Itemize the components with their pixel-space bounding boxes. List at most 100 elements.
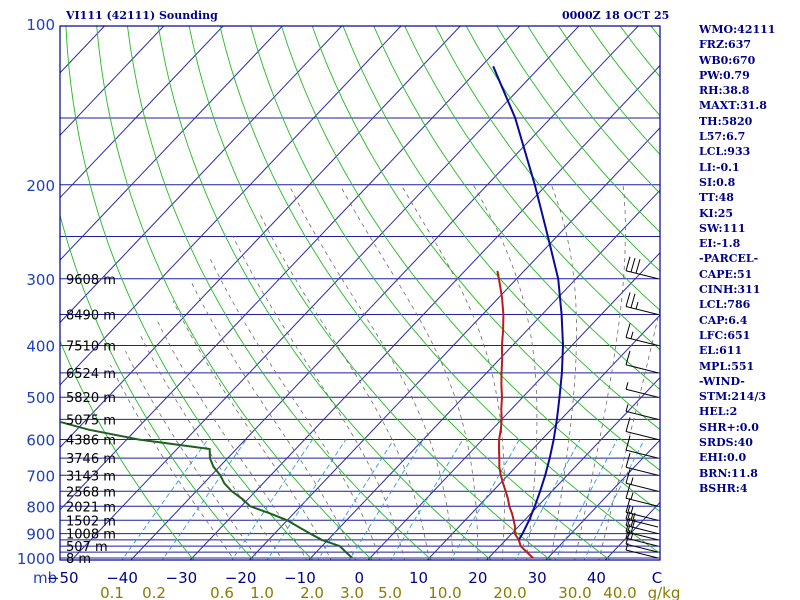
pressure-tick-label: 1000	[17, 550, 55, 568]
temperature-tick-label: −10	[284, 569, 316, 587]
wind-barb-flag	[630, 257, 636, 273]
moist-adiabat	[472, 184, 538, 560]
index-row: WB0:670	[699, 53, 756, 67]
wind-barb	[625, 350, 659, 374]
mixing-ratio-label: 20.0	[493, 584, 526, 600]
wind-barb-half	[630, 331, 634, 339]
mixing-ratio-label: 40.0	[603, 584, 636, 600]
mixing-ratio-label: 2.0	[300, 584, 324, 600]
dry-adiabat	[157, 26, 492, 560]
wind-barb-flag	[625, 417, 631, 432]
height-label: 6524 m	[66, 367, 116, 382]
chart-title: VI111 (42111) Sounding	[65, 9, 218, 22]
plot-border	[59, 25, 661, 561]
wind-barb-half	[625, 404, 629, 412]
wind-barb-staff	[625, 431, 659, 441]
dry-adiabat	[465, 26, 660, 272]
index-row: EI:-1.8	[699, 237, 741, 251]
dewpoint-line	[60, 420, 353, 559]
wind-barb-staff	[625, 543, 659, 553]
wind-barb-staff	[625, 337, 659, 346]
index-row: MPL:551	[699, 359, 755, 373]
index-row: L57:6.7	[699, 130, 746, 144]
height-label: 2021 m	[66, 500, 116, 515]
height-label: 8490 m	[66, 309, 116, 324]
moist-adiabat	[110, 364, 235, 560]
index-row: FRZ:637	[699, 38, 752, 52]
height-label: 1502 m	[66, 514, 116, 529]
dry-adiabat	[60, 339, 195, 560]
wind-barb-flag	[625, 350, 631, 365]
wind-barb	[625, 256, 659, 280]
wind-barb	[625, 453, 659, 476]
moist-adiabat	[574, 184, 626, 560]
moist-adiabat	[288, 184, 454, 560]
index-row: SI:0.8	[699, 175, 736, 189]
isotherm-line	[70, 26, 580, 560]
chart-time: 0000Z 18 OCT 25	[562, 9, 669, 22]
wind-barb	[625, 484, 659, 507]
isotherm-line	[60, 26, 284, 261]
dry-adiabat	[373, 26, 660, 391]
wind-barb-flag	[625, 323, 631, 338]
wind-barb-staff	[625, 482, 659, 492]
mixing-ratio-label: 3.0	[340, 584, 364, 600]
wind-barb	[625, 323, 659, 346]
moist-adiabat	[339, 184, 479, 560]
mixing-ratio-label: 0.1	[100, 584, 124, 600]
wind-barb-half	[630, 477, 634, 485]
dry-adiabat	[65, 26, 314, 560]
wind-barb-flag	[625, 469, 631, 484]
mixing-ratio-line	[231, 439, 313, 560]
index-row: STM:214/3	[699, 390, 766, 404]
index-row: -PARCEL-	[699, 252, 759, 266]
wind-barb-flag	[625, 484, 631, 499]
dry-adiabat	[434, 26, 660, 311]
wind-barb	[625, 292, 659, 316]
wind-barb-flag	[625, 504, 631, 520]
wind-barb-staff	[625, 364, 659, 374]
moist-adiabat	[400, 184, 505, 560]
grid-lines	[60, 26, 660, 560]
mixing-ratio-label: 0.6	[210, 584, 234, 600]
mixing-ratio-line	[554, 439, 618, 560]
index-row: SHR+:0.0	[699, 420, 759, 434]
mixing-ratio-line	[450, 439, 520, 560]
plot-frame	[59, 25, 661, 561]
wind-barb-flag	[630, 293, 636, 308]
temperature-tick-label: −50	[47, 569, 79, 587]
isotherm-line	[60, 26, 165, 136]
index-row: LI:-0.1	[699, 160, 740, 174]
wind-barb-staff	[625, 410, 659, 420]
index-row: TT:48	[699, 191, 734, 205]
height-label: 5820 m	[66, 391, 116, 406]
index-row: KI:25	[699, 206, 734, 220]
height-label: 8 m	[66, 552, 91, 567]
wind-barb-staff	[625, 388, 659, 398]
temperature-tick-label: 20	[468, 569, 487, 587]
moist-adiabat	[191, 282, 356, 560]
wind-barbs	[625, 256, 659, 559]
isotherm-line	[60, 26, 224, 199]
index-row: LCL:786	[699, 298, 751, 312]
mixing-ratio-label: 10.0	[428, 584, 461, 600]
index-row: LCL:933	[699, 145, 751, 159]
dry-adiabat	[404, 26, 660, 351]
isotherm-line	[248, 127, 660, 560]
wind-barb-staff	[625, 549, 659, 559]
isotherm-line	[60, 26, 343, 324]
moist-adiabat	[598, 306, 660, 560]
mixing-ratio-label: g/kg	[648, 584, 681, 600]
temperature-tick-label: 0	[354, 569, 364, 587]
index-row: BRN:11.8	[699, 466, 758, 480]
pressure-tick-label: 200	[26, 177, 55, 195]
moist-adiabat	[125, 351, 259, 560]
pressure-tick-label: 700	[26, 467, 55, 485]
temperature-line	[496, 270, 534, 559]
index-row: EHI:0.0	[699, 451, 747, 465]
mixing-ratio-line	[161, 439, 247, 560]
wind-barb-flag	[635, 259, 641, 274]
isotherm-line	[60, 26, 461, 449]
pressure-tick-label: 100	[26, 16, 55, 34]
